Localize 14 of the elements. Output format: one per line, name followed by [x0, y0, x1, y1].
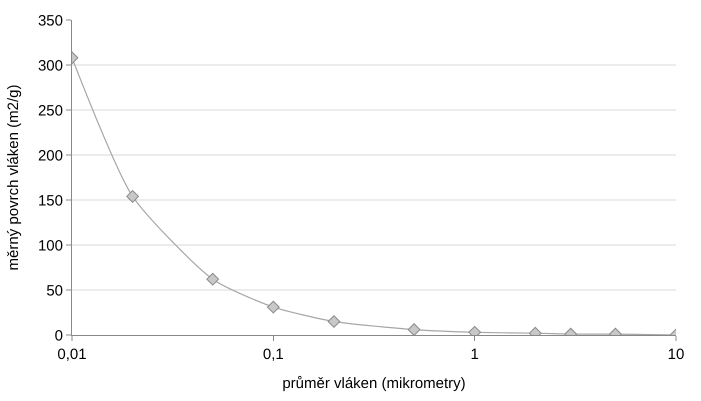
y-tick-label: 50: [46, 282, 63, 300]
y-axis-title: měrný povrch vláken (m2/g): [5, 84, 22, 270]
y-tick-label: 100: [38, 237, 63, 254]
x-tick-label: 0,1: [262, 346, 284, 363]
x-tick-label: 0,01: [57, 346, 87, 363]
y-tick-label: 250: [38, 102, 63, 120]
y-tick-label: 0: [54, 327, 63, 344]
y-tick-label: 300: [38, 57, 63, 74]
x-tick-label: 10: [668, 346, 684, 363]
y-tick-label: 350: [38, 12, 63, 30]
y-tick-label: 150: [38, 192, 63, 210]
x-tick-label: 1: [470, 346, 479, 363]
x-axis-title: průměr vláken (mikrometry): [282, 375, 466, 392]
y-tick-label: 200: [38, 147, 63, 164]
